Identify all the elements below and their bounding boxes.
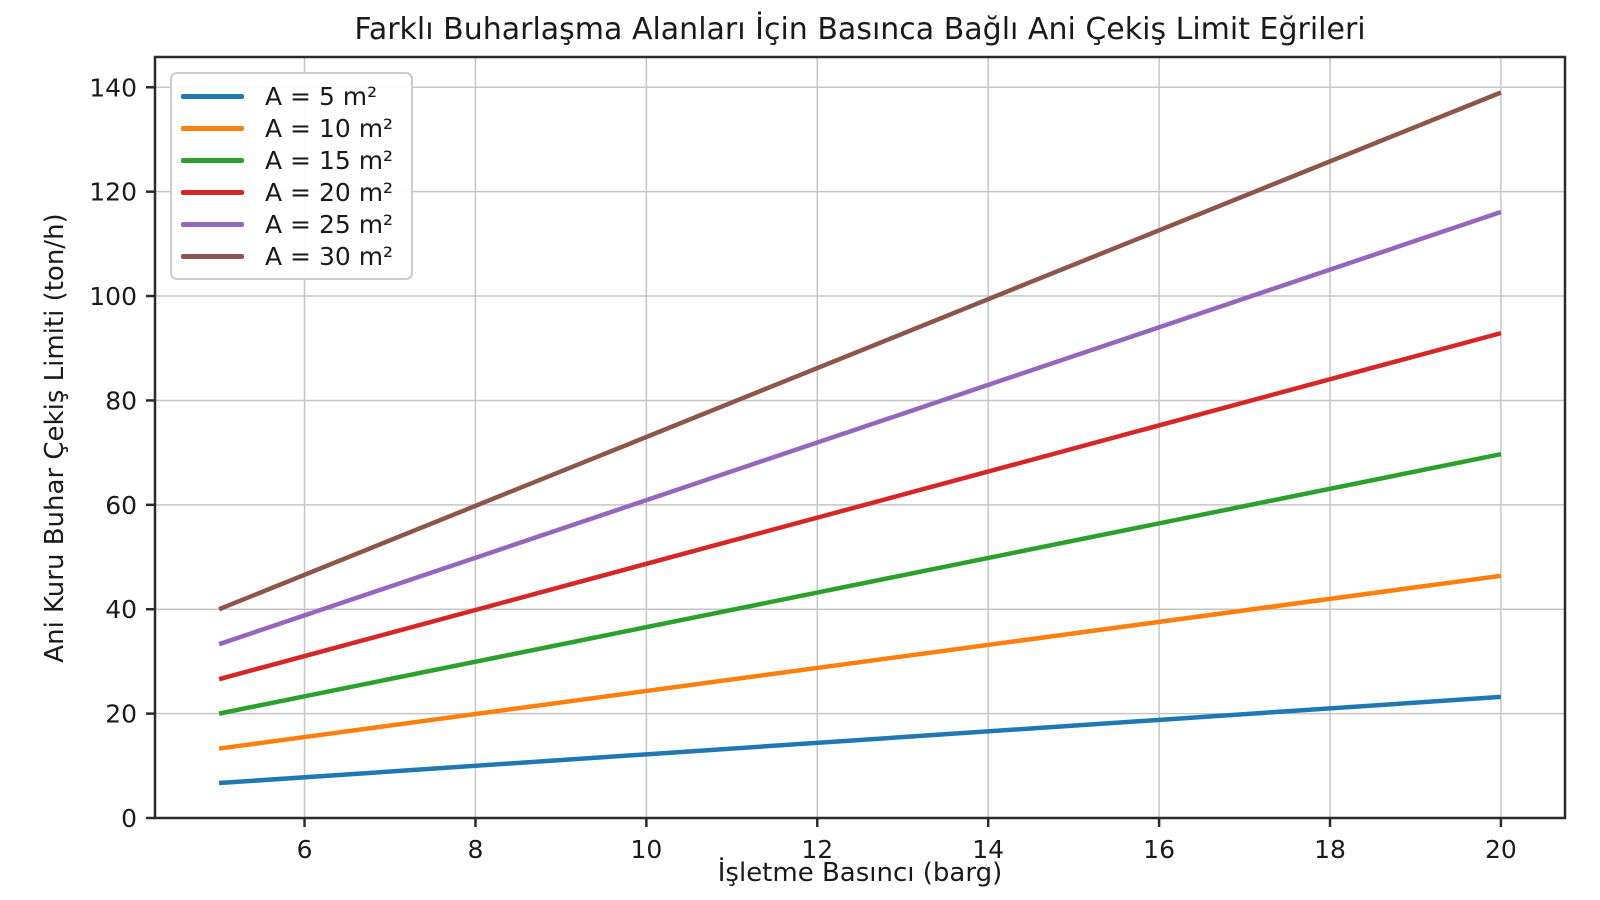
x-tick-label: 20: [1485, 835, 1517, 864]
legend-label: A = 25 m²: [265, 209, 394, 239]
legend-label: A = 5 m²: [265, 81, 378, 111]
x-axis-label: İşletme Basıncı (barg): [717, 858, 1003, 888]
y-tick-label: 40: [105, 595, 137, 624]
legend-entry: A = 30 m²: [181, 242, 401, 271]
legend-entry: A = 10 m²: [181, 114, 401, 143]
series-line: [218, 694, 1502, 786]
series-line: [218, 209, 1502, 647]
y-tick-label: 120: [89, 178, 137, 207]
x-tick-label: 18: [1314, 835, 1346, 864]
y-tick-label: 140: [89, 73, 137, 102]
legend-line-sample: [181, 253, 244, 259]
legend-line-sample: [181, 221, 244, 227]
legend-entry: A = 25 m²: [181, 210, 401, 239]
x-tick-label: 8: [468, 835, 484, 864]
series-line: [218, 573, 1502, 751]
axes-frame: [153, 55, 1567, 820]
legend: A = 5 m² A = 10 m² A = 15 m² A = 20 m² A = 2…: [170, 72, 413, 280]
chart-title: Farklı Buharlaşma Alanları İçin Basınca …: [354, 12, 1366, 47]
legend-entry: A = 5 m²: [181, 82, 401, 111]
legend-line-sample: [181, 125, 244, 131]
x-tick-label: 16: [1143, 835, 1175, 864]
y-tick-label: 0: [121, 804, 137, 833]
y-tick-label: 100: [89, 282, 137, 311]
y-tick-label: 60: [105, 491, 137, 520]
y-tick-label: 80: [105, 386, 137, 415]
series-line: [218, 330, 1502, 682]
legend-line-sample: [181, 157, 244, 163]
series-line: [218, 451, 1502, 716]
x-tick-label: 6: [297, 835, 313, 864]
legend-label: A = 20 m²: [265, 177, 394, 207]
legend-label: A = 15 m²: [265, 145, 394, 175]
x-tick-label: 12: [801, 835, 833, 864]
legend-entry: A = 20 m²: [181, 178, 401, 207]
legend-label: A = 30 m²: [265, 241, 394, 271]
legend-entry: A = 15 m²: [181, 146, 401, 175]
series-line: [218, 90, 1502, 612]
x-tick-label: 10: [630, 835, 662, 864]
legend-label: A = 10 m²: [265, 113, 394, 143]
x-tick-label: 14: [972, 835, 1004, 864]
legend-line-sample: [181, 189, 244, 195]
y-tick-label: 20: [105, 700, 137, 729]
legend-line-sample: [181, 93, 244, 99]
